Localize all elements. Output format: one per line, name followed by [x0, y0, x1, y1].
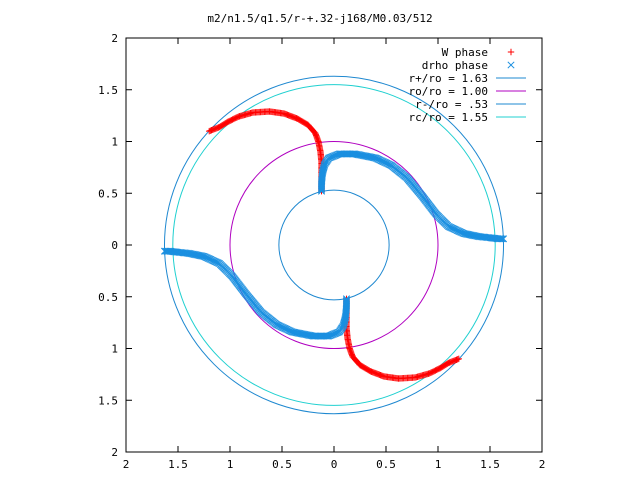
radius-circle: [163, 75, 505, 415]
series-drho-phase: [160, 150, 508, 340]
data-point: [162, 247, 170, 255]
radius-circles: [163, 75, 505, 415]
data-point: [163, 247, 171, 255]
data-point: [498, 235, 506, 243]
y-tick-label: 2: [111, 446, 118, 459]
data-series: [160, 108, 508, 382]
x-tick-label: 0.5: [376, 458, 396, 471]
y-tick-label: 1.5: [98, 84, 118, 97]
x-tick-label: 2: [123, 458, 130, 471]
data-point: [455, 355, 462, 363]
radius-circle: [229, 141, 439, 349]
x-tick-label: 1.5: [168, 458, 188, 471]
y-tick-label: 2: [111, 32, 118, 45]
y-tick-label: 1: [111, 343, 118, 356]
x-tick-label: 0.5: [272, 458, 292, 471]
legend-swatch: [507, 48, 515, 56]
legend-label: r-/ro = .53: [415, 98, 488, 111]
radius-circle: [278, 189, 390, 301]
data-point: [497, 235, 505, 243]
data-point: [206, 127, 213, 135]
x-tick-label: 1.5: [480, 458, 500, 471]
chart-title: m2/n1.5/q1.5/r-+.32-j168/M0.03/512: [207, 12, 432, 25]
axis-ticks: 2 1.5 1 0.5 0 0.5 1 1.5 221.510.500.511.52: [98, 32, 545, 471]
y-tick-label: 0: [111, 239, 118, 252]
legend-label: drho phase: [422, 59, 488, 72]
y-tick-label: 0.5: [98, 187, 118, 200]
legend-swatch: [507, 61, 515, 69]
data-point: [499, 235, 508, 243]
legend-label: r+/ro = 1.63: [409, 72, 488, 85]
series-w-phase: [206, 108, 462, 382]
legend-label: ro/ro = 1.00: [409, 85, 488, 98]
y-tick-label: 0.5: [98, 291, 118, 304]
x-tick-label: 2: [539, 458, 546, 471]
y-tick-label: 1: [111, 136, 118, 149]
radius-circle: [172, 84, 496, 406]
legend-label: rc/ro = 1.55: [409, 111, 488, 124]
y-tick-label: 1.5: [98, 394, 118, 407]
x-tick-label: 0: [331, 458, 338, 471]
legend-label: W phase: [442, 46, 488, 59]
x-tick-label: 1: [227, 458, 234, 471]
x-tick-label: 1: [435, 458, 442, 471]
data-point: [160, 247, 169, 255]
